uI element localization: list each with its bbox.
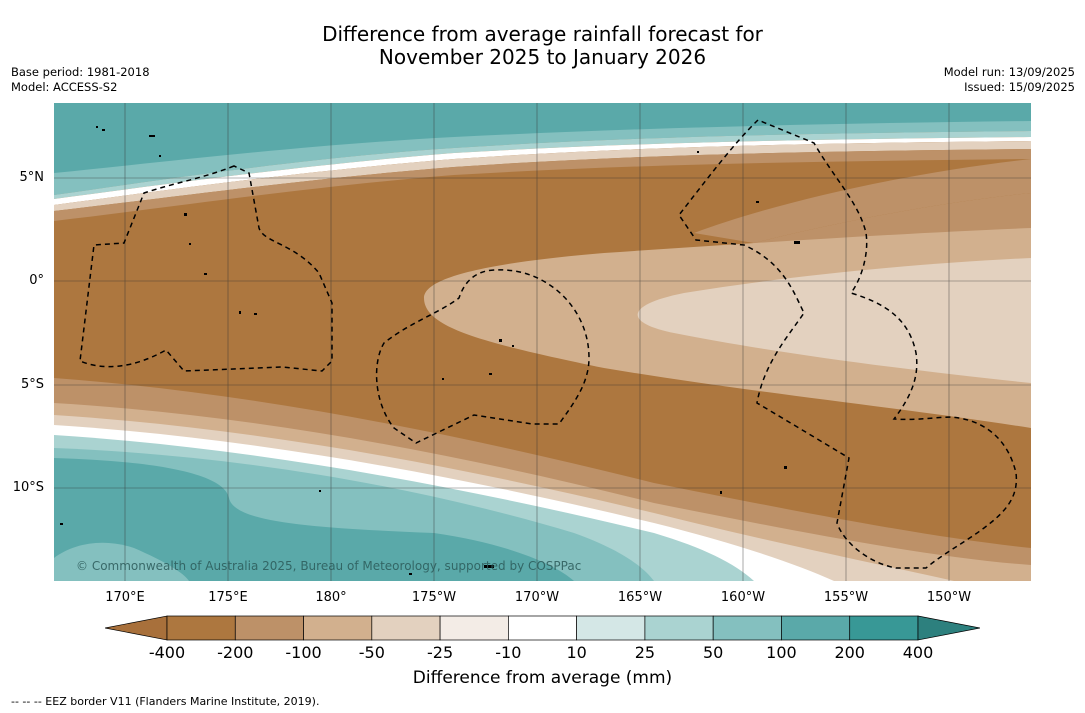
y-tick-label: 0° — [29, 273, 44, 288]
x-tick-label: 160°W — [720, 590, 766, 605]
colorbar-segment — [303, 615, 373, 641]
x-tick-label: 150°W — [926, 590, 972, 605]
colorbar-extend-high — [917, 615, 980, 641]
east-lightest-dry — [637, 258, 1031, 383]
colorbar-tick-label: 200 — [834, 643, 865, 662]
east-dry-north-band — [694, 159, 1031, 243]
colorbar-extend-low — [105, 615, 168, 641]
colorbar-title: Difference from average (mm) — [412, 668, 673, 688]
y-tick-label: 5°S — [20, 377, 44, 392]
base-period-label: Base period: 1981-2018 — [11, 65, 150, 79]
colorbar-segment — [508, 615, 577, 641]
colorbar-segment — [781, 615, 851, 641]
colorbar-tick-label: -100 — [285, 643, 322, 662]
north-medium-dry — [54, 149, 1031, 221]
model-run-label: Model run: 13/09/2025 — [943, 65, 1075, 79]
x-tick-label: 170°W — [514, 590, 560, 605]
eez-tuvalu-kiribati-west — [79, 165, 333, 372]
north-white-band — [54, 137, 1031, 205]
eez-line-islands — [678, 119, 1018, 569]
south-wet-pale-patch — [54, 542, 189, 581]
colorbar-tick-label: 10 — [566, 643, 587, 662]
map-title-line1: Difference from average rainfall forecas… — [322, 22, 763, 46]
colorbar-segment — [849, 615, 919, 641]
colorbar-segment — [644, 615, 714, 641]
eez-footnote: -- -- -- EEZ border V11 (Flanders Marine… — [11, 695, 320, 708]
y-tick-label: 10°S — [12, 480, 44, 495]
y-tick-label: 5°N — [19, 170, 45, 185]
colorbar — [105, 615, 980, 641]
x-tick-label: 170°E — [105, 590, 145, 605]
colorbar-segment — [166, 615, 236, 641]
islands — [60, 126, 800, 575]
colorbar-segment — [371, 615, 441, 641]
north-wet-lighter — [54, 131, 1031, 199]
colorbar-segment — [439, 615, 509, 641]
north-wet-light-band — [54, 121, 1031, 195]
map-title-line2: November 2025 to January 2026 — [378, 45, 707, 69]
x-tick-label: 180° — [315, 590, 347, 605]
issued-label: Issued: 15/09/2025 — [964, 80, 1075, 94]
rainfall-map — [54, 103, 1031, 581]
colorbar-segment — [576, 615, 646, 641]
south-wet-strong — [54, 458, 574, 581]
colorbar-tick-label: -400 — [148, 643, 186, 662]
north-light-dry — [54, 141, 1031, 211]
eez-central — [375, 269, 590, 444]
colorbar-tick-label: 50 — [702, 643, 724, 662]
colorbar-tick-label: -200 — [217, 643, 254, 662]
copyright-notice: © Commonwealth of Australia 2025, Bureau… — [76, 559, 582, 573]
colorbar-tick-label: -10 — [495, 643, 522, 662]
colorbar-tick-label: -50 — [358, 643, 385, 662]
colorbar-tick-label: 400 — [902, 643, 934, 662]
colorbar-tick-label: -25 — [427, 643, 454, 662]
eez-borders — [79, 119, 1018, 569]
x-tick-label: 175°W — [411, 590, 457, 605]
x-tick-label: 155°W — [823, 590, 869, 605]
x-tick-label: 175°E — [208, 590, 248, 605]
colorbar-segment — [234, 615, 304, 641]
colorbar-segment — [712, 615, 782, 641]
model-label: Model: ACCESS-S2 — [11, 80, 118, 94]
graticule — [54, 103, 1031, 581]
colorbar-tick-label: 25 — [634, 643, 656, 662]
x-tick-label: 165°W — [617, 590, 663, 605]
colorbar-tick-label: 100 — [766, 643, 797, 662]
